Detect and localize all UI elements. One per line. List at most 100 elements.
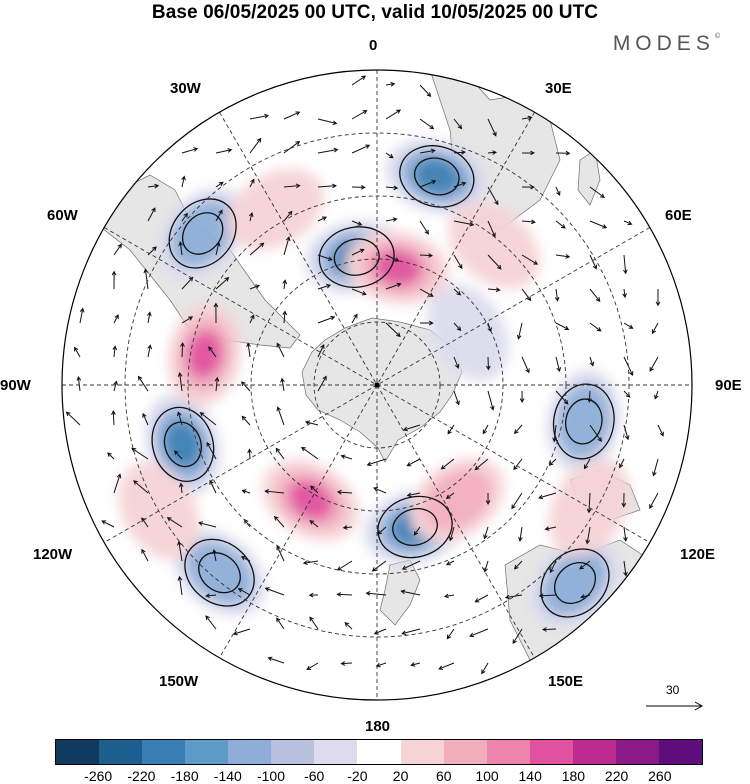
map-title: Base 06/05/2025 00 UTC, valid 10/05/2025… <box>151 2 599 23</box>
streamline-contour <box>168 198 237 269</box>
wind-vector-arrow <box>249 314 255 324</box>
wind-vector-arrow <box>469 628 489 638</box>
wind-vector-arrow <box>485 356 491 371</box>
lon-label-90e: 90E <box>715 377 742 394</box>
wind-vector-arrow <box>487 287 501 293</box>
wind-vector-arrow <box>147 183 160 189</box>
wind-vector-arrow <box>308 592 319 598</box>
wind-vector-arrow <box>342 525 353 530</box>
wind-vector-arrow <box>516 322 523 340</box>
streamline-contour <box>198 552 241 594</box>
wind-vector-arrow <box>232 628 251 636</box>
wind-vector-arrow <box>521 356 530 374</box>
wind-vector-arrow <box>310 485 319 494</box>
wind-vector-arrow <box>177 540 183 562</box>
wind-vector-arrow <box>351 220 363 226</box>
wind-vector-arrow <box>652 458 659 477</box>
wind-vector-arrow <box>419 118 435 130</box>
wind-vector-arrow <box>623 254 628 275</box>
wind-vector-arrow <box>447 424 455 435</box>
wind-vector-arrow <box>406 458 421 467</box>
wind-vector-arrow <box>65 411 81 426</box>
wind-vector-arrow <box>487 150 498 155</box>
wind-vector-arrow <box>101 520 115 528</box>
wind-vector-arrow <box>483 560 489 573</box>
wind-vector-arrow <box>317 283 332 290</box>
wind-vector-arrow <box>143 268 149 290</box>
wind-vector-arrow <box>589 254 598 270</box>
wind-vector-arrow <box>351 144 371 154</box>
wind-vector-arrow <box>385 109 402 120</box>
wind-vector-arrow <box>548 458 557 466</box>
circulation-contours <box>151 145 615 618</box>
streamline-contour <box>552 383 615 460</box>
wind-vector-arrow <box>453 288 462 296</box>
wind-vector-arrow <box>336 489 353 495</box>
colorbar-segment <box>572 740 616 764</box>
wind-vector-arrow <box>655 288 661 307</box>
wind-vector-arrow <box>275 447 285 460</box>
wind-vector-arrow <box>166 517 183 528</box>
wind-vector-arrow <box>521 115 533 121</box>
wind-vector-arrow <box>213 302 219 324</box>
wind-vector-arrow <box>419 179 437 188</box>
wind-vector-arrow <box>181 316 194 324</box>
colorbar-segment <box>185 740 229 764</box>
wind-vector-arrow <box>385 217 398 222</box>
wind-vector-arrow <box>649 356 659 372</box>
wind-vector-arrow <box>178 241 184 256</box>
streamline-contour <box>151 406 215 482</box>
wind-vector-arrow <box>249 284 261 290</box>
wind-vector-arrow <box>283 111 301 120</box>
lon-label-120w: 120W <box>33 546 73 563</box>
wind-vector-arrow <box>198 521 217 528</box>
streamline-contour <box>163 421 202 468</box>
wind-vector-arrow <box>521 288 532 302</box>
colorbar-segment <box>99 740 143 764</box>
wind-vector-arrow <box>385 81 396 87</box>
wind-vector-arrow <box>589 322 602 332</box>
wind-vector-arrow <box>249 137 262 154</box>
wind-vector-arrow <box>112 345 118 358</box>
wind-vector-arrow <box>273 515 285 528</box>
wind-vector-arrow <box>214 376 220 392</box>
wind-vector-arrow <box>589 186 605 198</box>
wind-vector-arrow <box>317 118 338 126</box>
wind-vector-arrow <box>241 489 251 494</box>
wind-vector-arrow <box>317 183 337 189</box>
wind-vector-arrow <box>446 628 455 640</box>
wind-vector-arrow <box>402 424 421 432</box>
wind-vector-arrow <box>237 588 251 596</box>
wind-vector-arrow <box>589 288 601 303</box>
wind-vector-arrow <box>340 661 353 666</box>
wind-vector-arrow <box>141 548 149 562</box>
wind-vector-arrow <box>586 492 592 514</box>
modes-logo: MODES© <box>0 32 720 56</box>
reference-vector-label: 30 <box>666 683 680 697</box>
wind-vector-arrow <box>147 311 152 324</box>
brand-name: MODES <box>612 32 715 55</box>
wind-vector-arrow <box>622 288 627 299</box>
wind-vector-arrow <box>440 458 455 470</box>
wind-vector-arrow <box>181 212 188 222</box>
wind-vector-arrow <box>111 410 116 426</box>
wind-vector-arrow <box>264 489 285 494</box>
wind-vector-arrow <box>317 216 327 222</box>
wind-vector-arrow <box>619 458 625 469</box>
wind-vector-arrow <box>147 207 156 222</box>
wind-vector-arrow <box>623 424 630 441</box>
wind-vector-arrow <box>474 458 489 471</box>
wind-vector-arrow <box>137 375 149 392</box>
wind-vector-arrow <box>487 118 497 137</box>
wind-vector-arrow <box>589 220 608 229</box>
wind-vector-arrow <box>623 220 633 226</box>
wind-vector-arrow <box>485 492 491 505</box>
positive-anomaly <box>168 303 242 407</box>
wind-vector-arrow <box>111 270 117 290</box>
colorbar-tick-label: 220 <box>604 768 629 784</box>
wind-vector-arrow <box>366 458 387 467</box>
wind-vector-arrow <box>623 526 628 542</box>
colorbar-segment <box>400 740 444 764</box>
wind-vector-arrow <box>555 186 561 196</box>
wind-vector-arrow <box>173 450 183 460</box>
